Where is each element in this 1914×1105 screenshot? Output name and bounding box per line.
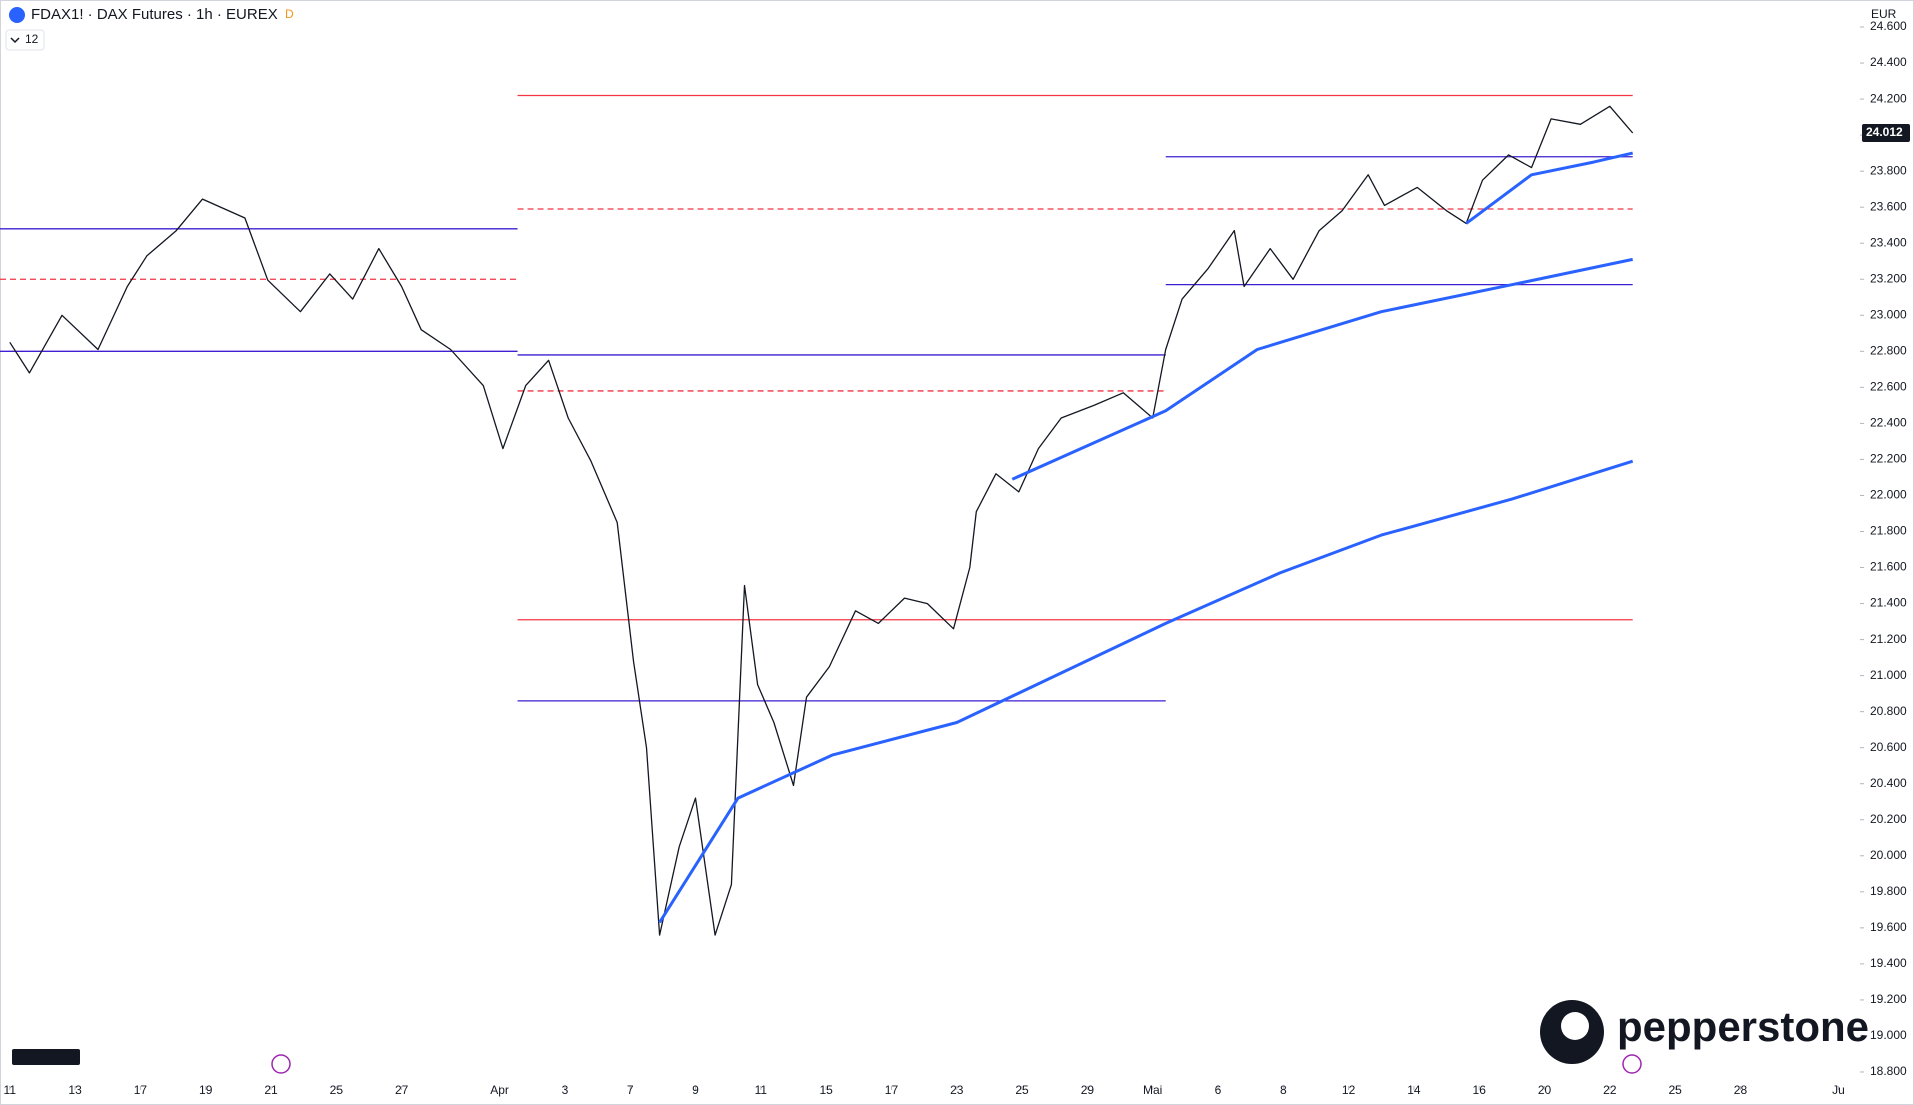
- x-tick-label: 17: [885, 1083, 899, 1097]
- moving-average: [1465, 151, 1634, 225]
- y-tick-label: 23.800: [1870, 163, 1907, 177]
- y-tick-label: 24.200: [1870, 91, 1907, 105]
- y-tick-label: 22.000: [1870, 488, 1907, 502]
- y-tick-label: 22.400: [1870, 416, 1907, 430]
- event-icon[interactable]: [1622, 1054, 1642, 1074]
- y-tick-label: 21.600: [1870, 560, 1907, 574]
- chevron: [10, 37, 20, 44]
- brand-mark-inner: [1561, 1012, 1589, 1040]
- y-tick-label: 19.400: [1870, 956, 1907, 970]
- x-tick-label: 19: [199, 1083, 213, 1097]
- symbol-icon: [9, 7, 25, 23]
- logo-mark: [12, 1049, 80, 1065]
- last-price-label: 24.012: [1866, 125, 1903, 139]
- y-tick-label: 22.600: [1870, 380, 1907, 394]
- y-tick-label: 20.800: [1870, 704, 1907, 718]
- y-tick-label: 20.600: [1870, 740, 1907, 754]
- indicator-toggle[interactable]: [5, 29, 45, 51]
- x-tick-label: 23: [950, 1083, 964, 1097]
- x-tick-label: 28: [1734, 1083, 1748, 1097]
- x-tick-label: 20: [1538, 1083, 1552, 1097]
- y-tick-label: 23.600: [1870, 199, 1907, 213]
- y-tick-label: 21.000: [1870, 668, 1907, 682]
- y-tick-label: 23.000: [1870, 307, 1907, 321]
- x-tick-label: Ju: [1832, 1083, 1845, 1097]
- y-tick-label: 19.600: [1870, 920, 1907, 934]
- y-tick-label: 24.400: [1870, 55, 1907, 69]
- currency: EUR: [1871, 7, 1897, 21]
- x-tick-label: 29: [1081, 1083, 1095, 1097]
- y-tick-label: 18.800: [1870, 1064, 1907, 1078]
- indicator-count: 12: [25, 32, 39, 46]
- y-tick-label: 19.000: [1870, 1028, 1907, 1042]
- y-tick-label: 22.800: [1870, 343, 1907, 357]
- x-tick-label: Mai: [1143, 1083, 1162, 1097]
- x-tick-label: 17: [134, 1083, 148, 1097]
- x-tick-label: 25: [330, 1083, 344, 1097]
- x-tick-label: 13: [68, 1083, 82, 1097]
- x-tick-label: 8: [1280, 1083, 1287, 1097]
- x-tick-label: 25: [1668, 1083, 1682, 1097]
- y-tick-label: 21.800: [1870, 524, 1907, 538]
- plot: [0, 26, 1864, 1090]
- x-tick-label: 25: [1015, 1083, 1029, 1097]
- x-tick-label: 21: [264, 1083, 278, 1097]
- x-tick-label: 22: [1603, 1083, 1617, 1097]
- y-tick-label: 21.200: [1870, 632, 1907, 646]
- y-tick-label: 19.200: [1870, 992, 1907, 1006]
- y-tick-label: 21.400: [1870, 596, 1907, 610]
- brand-name: pepperstone: [1617, 1003, 1869, 1050]
- y-tick-label: 20.200: [1870, 812, 1907, 826]
- y-tick-label: 20.400: [1870, 776, 1907, 790]
- tv-logo: [12, 1049, 80, 1065]
- y-tick-label: 20.000: [1870, 848, 1907, 862]
- moving-average: [658, 459, 1634, 924]
- x-tick-label: 27: [395, 1083, 409, 1097]
- y-tick-label: 24.600: [1870, 19, 1907, 33]
- x-tick-label: 15: [819, 1083, 833, 1097]
- x-tick-label: 12: [1342, 1083, 1356, 1097]
- event-icon[interactable]: [271, 1054, 291, 1074]
- last-price-box: [1862, 123, 1910, 142]
- moving-average: [1011, 257, 1634, 481]
- x-tick-label: 11: [755, 1083, 768, 1097]
- x-tick-label: 9: [692, 1083, 699, 1097]
- x-tick-label: 14: [1407, 1083, 1421, 1097]
- brand-logo: pepperstone: [1540, 1000, 1869, 1064]
- x-tick-label: Apr: [490, 1083, 509, 1097]
- x-tick-label: 3: [562, 1083, 569, 1097]
- session-badge: D: [285, 7, 294, 21]
- y-tick-label: 23.400: [1870, 235, 1907, 249]
- x-tick-label: 11: [4, 1083, 17, 1097]
- y-tick-label: 19.800: [1870, 884, 1907, 898]
- x-tick-label: 7: [627, 1083, 634, 1097]
- price-line: [9, 105, 1634, 936]
- x-tick-label: 6: [1215, 1083, 1222, 1097]
- y-tick-label: 22.200: [1870, 452, 1907, 466]
- chart-title: FDAX1! · DAX Futures · 1h · EUREX: [31, 6, 278, 23]
- y-tick-label: 23.200: [1870, 271, 1907, 285]
- x-tick-label: 16: [1473, 1083, 1487, 1097]
